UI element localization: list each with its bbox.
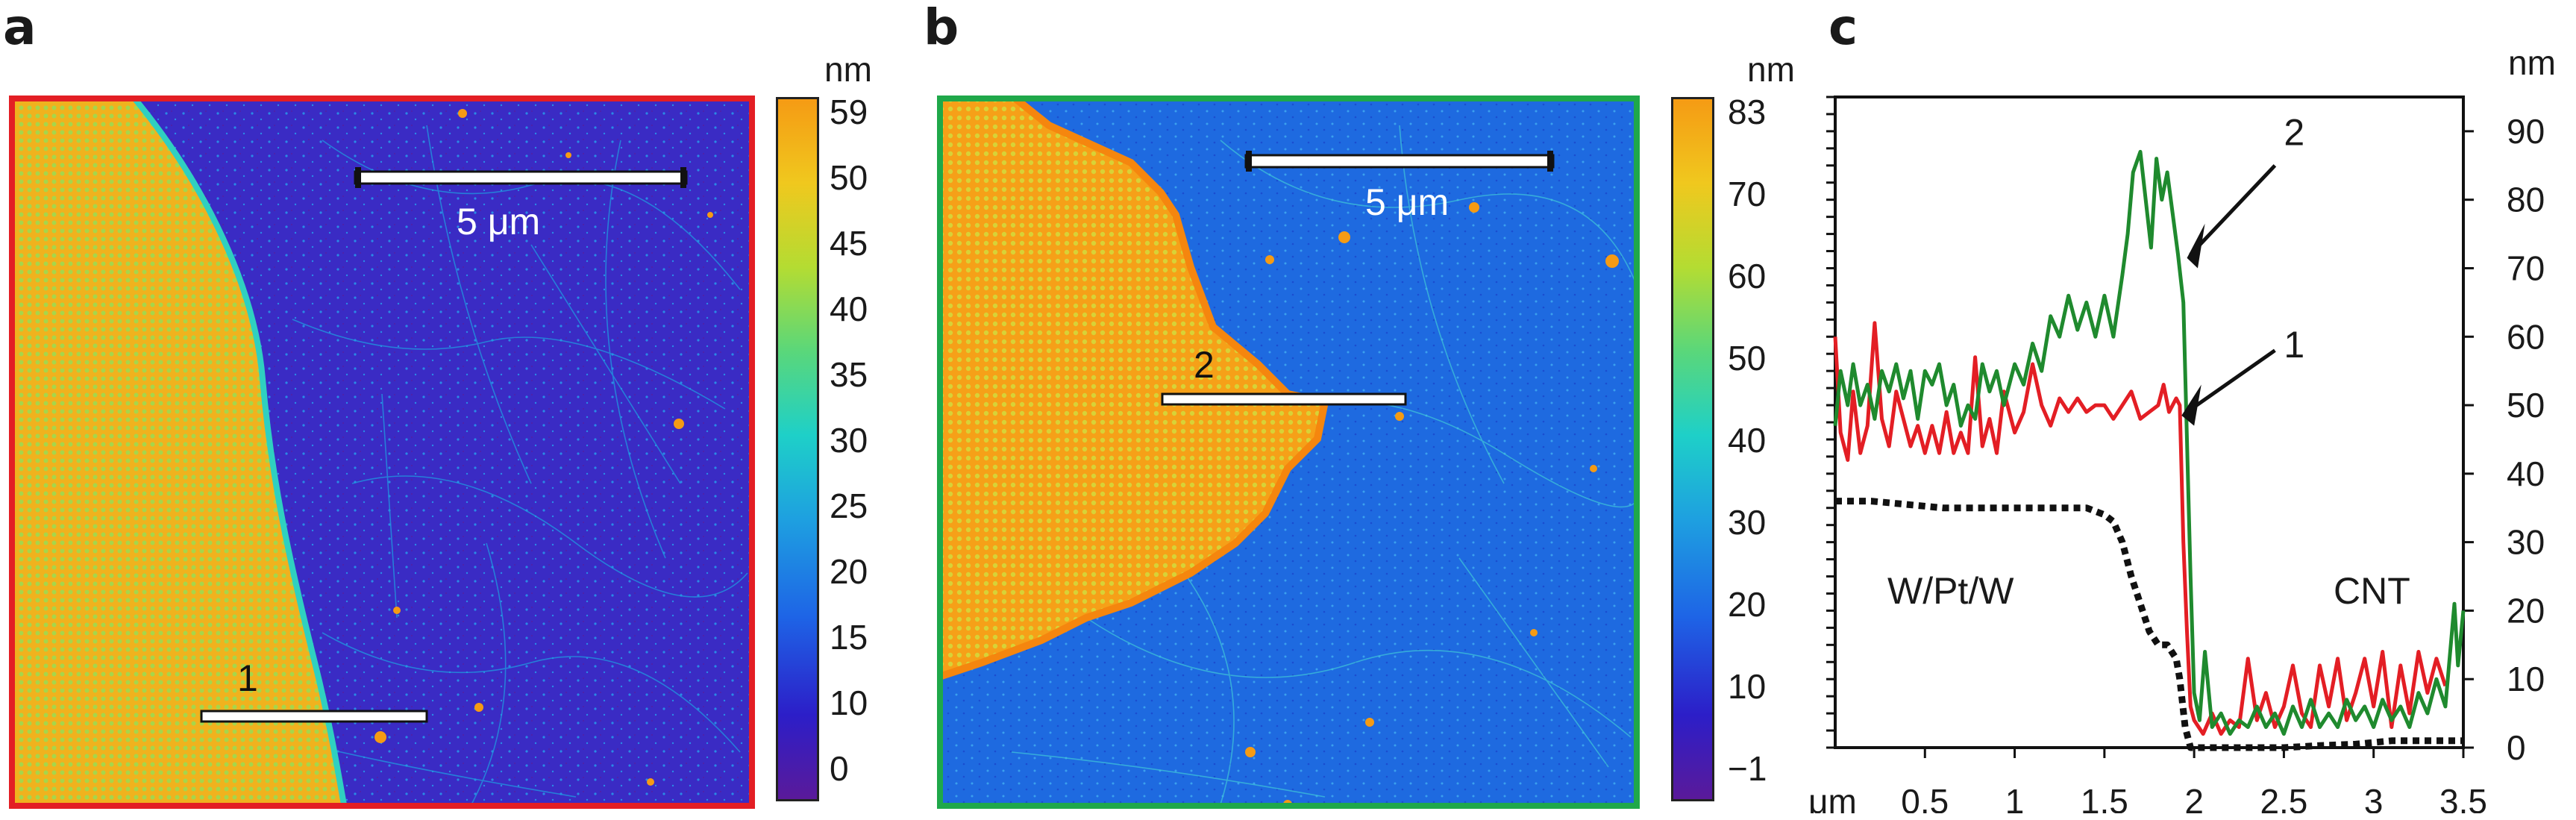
colorbar-b-tick: 20 bbox=[1728, 585, 1767, 624]
colorbar-a-tick: 25 bbox=[830, 486, 868, 525]
arrow-1 bbox=[2186, 348, 2276, 414]
x-tick-label: 2 bbox=[2184, 782, 2204, 813]
colorbar-b-tick: 10 bbox=[1728, 667, 1767, 706]
profile-line-1 bbox=[200, 710, 428, 723]
colorbar-a-tick: 45 bbox=[830, 224, 868, 263]
label-w-pt-w: W/Pt/W bbox=[1887, 570, 2014, 612]
colorbar-a-tick: 59 bbox=[830, 93, 868, 131]
y-tick-label: 30 bbox=[2507, 523, 2545, 562]
arrow-2 bbox=[2189, 164, 2277, 256]
x-tick-label: 2.5 bbox=[2260, 782, 2307, 813]
panel-label-a: a bbox=[3, 0, 37, 56]
x-tick-label: 1.5 bbox=[2081, 782, 2128, 813]
afm-image-a bbox=[9, 96, 755, 809]
arrowhead-2 bbox=[2187, 223, 2205, 269]
scale-bar-label-a: 5 μm bbox=[457, 201, 541, 242]
colorbar-a bbox=[776, 97, 819, 801]
profile-line-2 bbox=[1161, 392, 1407, 406]
afm-image-b bbox=[937, 96, 1640, 809]
panel-label-c: c bbox=[1828, 0, 1858, 56]
x-tick-label: 3 bbox=[2364, 782, 2384, 813]
frame-a bbox=[9, 96, 755, 809]
x-tick-label: 1 bbox=[2005, 782, 2025, 813]
plot-frame bbox=[1834, 96, 2465, 749]
arrowhead-1 bbox=[2181, 384, 2201, 426]
y-tick-label: 10 bbox=[2507, 660, 2545, 698]
colorbar-b bbox=[1671, 97, 1714, 801]
colorbar-unit-a: nm bbox=[824, 50, 872, 89]
x-tick-label: 3.5 bbox=[2439, 782, 2487, 813]
series-line-3 bbox=[1835, 498, 2463, 751]
colorbar-b-tick: 70 bbox=[1728, 175, 1767, 213]
series-line-1 bbox=[1833, 321, 2448, 736]
height-profile-chart: 0 10 20 30 40 50 60 70 80 90 0.5 1 1.5 2 2.5 3 3.5 μm nm W/… bbox=[1808, 45, 2556, 813]
colorbar-a-tick: 40 bbox=[830, 289, 868, 328]
colorbar-a-tick: 30 bbox=[830, 421, 868, 460]
y-axis-unit: nm bbox=[2508, 45, 2556, 82]
line-label-1: 1 bbox=[237, 657, 258, 699]
scale-bar-b bbox=[1244, 151, 1555, 172]
annotation-2: 2 bbox=[2284, 111, 2304, 153]
colorbar-a-tick: 0 bbox=[830, 749, 849, 788]
colorbar-b-tick: 83 bbox=[1728, 93, 1767, 131]
colorbar-b-tick: 60 bbox=[1728, 257, 1767, 295]
y-tick-label: 40 bbox=[2507, 454, 2545, 493]
colorbar-a-tick: 10 bbox=[830, 683, 868, 722]
particles-a bbox=[375, 109, 713, 786]
colorbar-a-tick: 20 bbox=[830, 552, 868, 591]
y-tick-label: 90 bbox=[2507, 112, 2545, 151]
panel-label-b: b bbox=[924, 0, 959, 56]
colorbar-b-tick: 40 bbox=[1728, 421, 1767, 460]
label-cnt: CNT bbox=[2334, 570, 2410, 612]
colorbar-b-tick: 50 bbox=[1728, 339, 1767, 378]
colorbar-a-tick: 50 bbox=[830, 158, 868, 197]
colorbar-b-tick: 30 bbox=[1728, 503, 1767, 542]
cnt-fibers-b bbox=[1011, 125, 1639, 805]
y-tick-label: 0 bbox=[2507, 728, 2526, 767]
y-tick-label: 50 bbox=[2507, 386, 2545, 425]
scale-bar-a bbox=[354, 167, 688, 188]
colorbar-a-tick: 15 bbox=[830, 618, 868, 657]
frame-b bbox=[937, 96, 1640, 809]
colorbar-unit-b: nm bbox=[1747, 50, 1795, 89]
y-tick-label: 20 bbox=[2507, 591, 2545, 630]
scale-bar-label-b: 5 μm bbox=[1365, 181, 1450, 223]
x-tick-label: 0.5 bbox=[1901, 782, 1949, 813]
y-tick-label: 60 bbox=[2507, 317, 2545, 356]
y-tick-label: 70 bbox=[2507, 248, 2545, 287]
annotation-1: 1 bbox=[2284, 324, 2304, 366]
series-line-2 bbox=[1833, 149, 2466, 736]
y-tick-label: 80 bbox=[2507, 181, 2545, 219]
colorbar-a-tick: 35 bbox=[830, 355, 868, 394]
x-axis-unit: μm bbox=[1808, 782, 1857, 813]
colorbar-b-tick: −1 bbox=[1728, 749, 1767, 788]
line-label-2: 2 bbox=[1194, 344, 1215, 386]
